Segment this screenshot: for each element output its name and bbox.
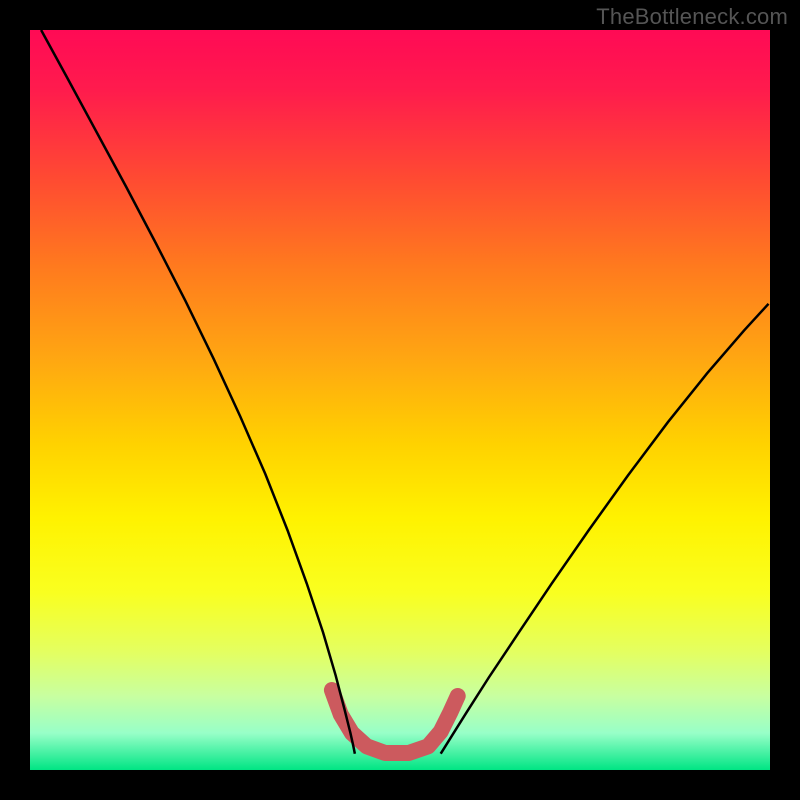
plot-background-gradient	[30, 30, 770, 770]
watermark-text: TheBottleneck.com	[596, 4, 788, 30]
chart-svg	[0, 0, 800, 800]
bottleneck-chart: TheBottleneck.com	[0, 0, 800, 800]
